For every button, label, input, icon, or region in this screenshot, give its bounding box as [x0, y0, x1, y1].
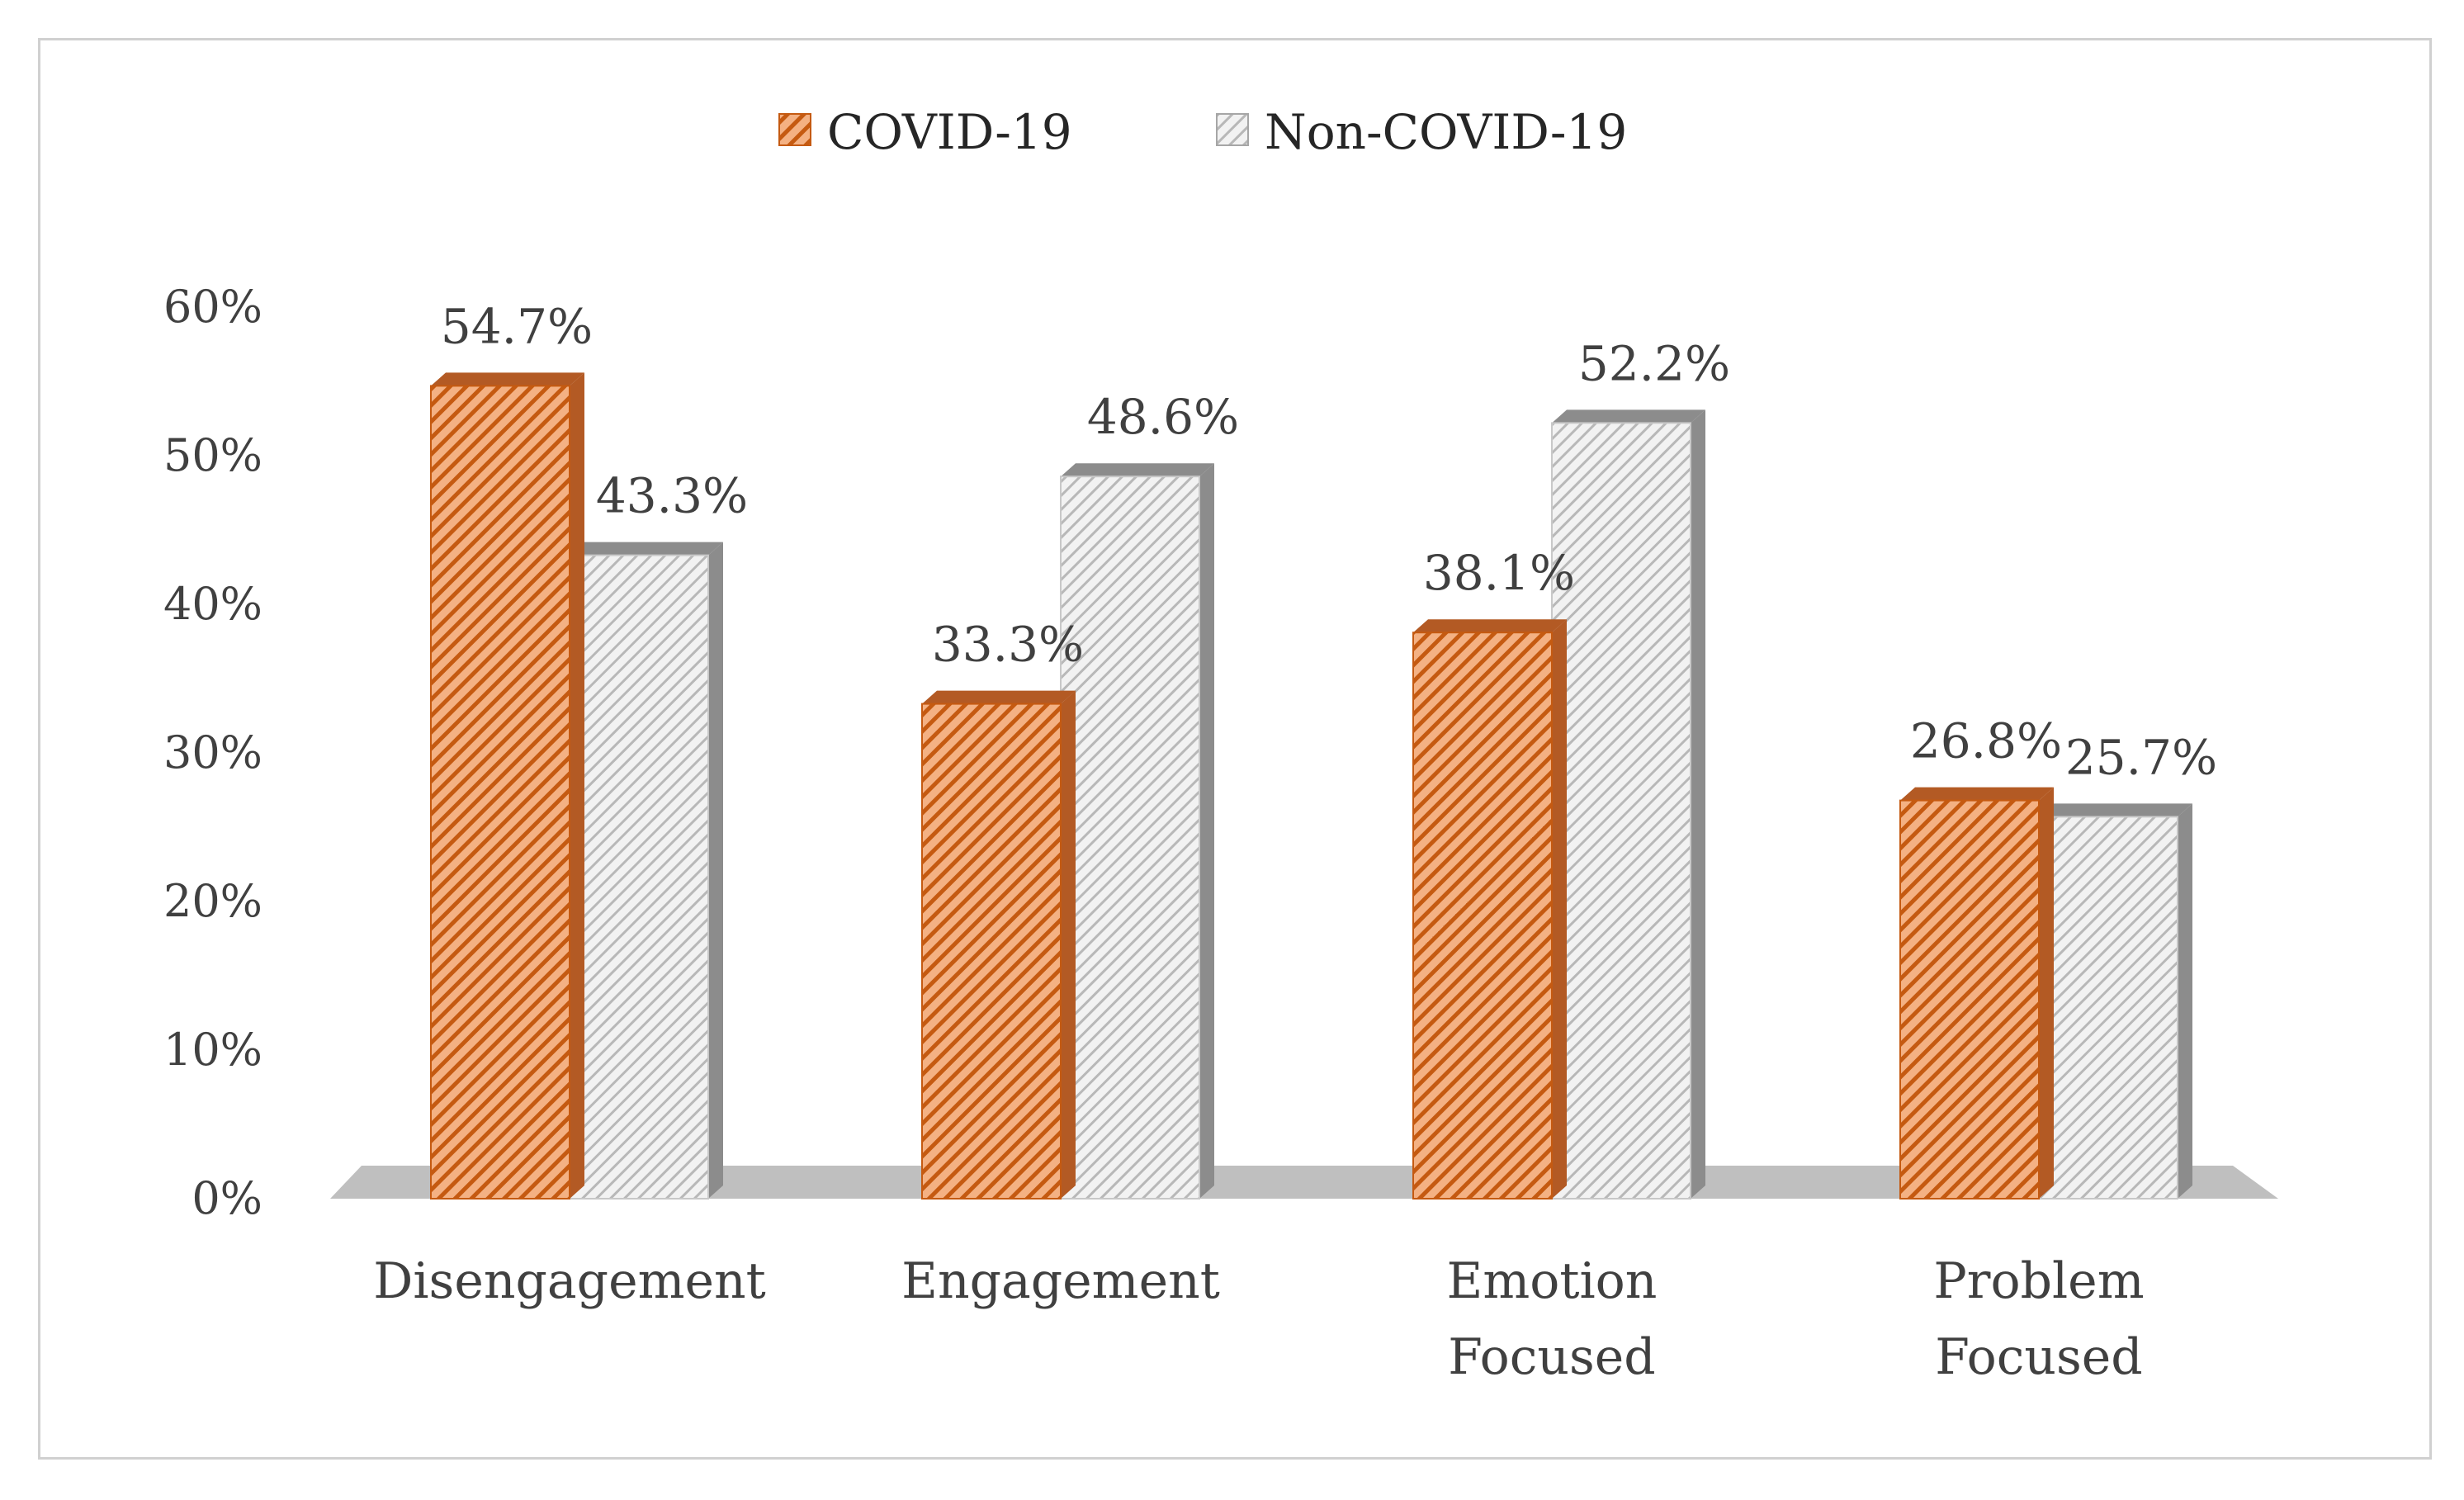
bar-front-noncovid	[1060, 476, 1200, 1200]
value-label-covid: 38.1%	[1423, 545, 1575, 601]
value-label-noncovid: 43.3%	[596, 468, 748, 524]
bar-side-noncovid	[1691, 409, 1705, 1199]
bar-side-noncovid	[2178, 803, 2192, 1199]
legend: COVID-19 Non-COVID-19	[778, 104, 1627, 160]
bar-noncovid-1	[1060, 463, 1214, 1200]
legend-item-noncovid: Non-COVID-19	[1216, 104, 1627, 160]
bar-covid-2	[1412, 619, 1567, 1200]
bar-covid-0	[430, 372, 584, 1200]
data-labels: 43.3% 54.7% 48.6% 33.3% 52.2% 38.1% 25.7%26.8%	[441, 298, 2217, 785]
value-label-noncovid: 25.7%	[2065, 729, 2217, 785]
legend-item-covid: COVID-19	[778, 104, 1072, 160]
bar-front-covid	[430, 385, 570, 1200]
bar-covid-1	[921, 690, 1076, 1200]
y-tick-label: 30%	[163, 726, 262, 778]
bar-side-covid	[1552, 619, 1567, 1199]
bar-side-covid	[1061, 690, 1076, 1199]
bar-noncovid-0	[569, 542, 723, 1200]
y-tick-label: 60%	[163, 281, 262, 333]
bar-noncovid-2	[1551, 409, 1705, 1200]
bar-top-noncovid	[1552, 409, 1705, 424]
value-label-covid: 26.8%	[1910, 713, 2062, 769]
bar-front-noncovid	[1551, 422, 1691, 1200]
bar-side-covid	[2039, 787, 2054, 1199]
chart-frame	[38, 38, 2432, 1460]
y-tick-label: 40%	[163, 578, 262, 630]
legend-swatch-covid	[778, 113, 811, 146]
x-category-label: Emotion Focused	[1447, 1252, 1658, 1386]
y-tick-label: 10%	[163, 1024, 262, 1076]
x-category-label: Engagement	[901, 1252, 1220, 1310]
bars	[430, 372, 2192, 1200]
bar-front-covid	[921, 703, 1062, 1200]
bar-side-noncovid	[708, 542, 723, 1199]
value-label-noncovid: 48.6%	[1087, 389, 1239, 445]
bar-top-covid	[431, 372, 584, 386]
bar-side-covid	[570, 372, 584, 1199]
bar-top-noncovid	[570, 542, 723, 556]
chart-floor	[330, 1166, 2278, 1199]
x-axis: Disengagement Engagement Emotion Focused Pro…	[373, 1252, 2144, 1386]
value-label-covid: 54.7%	[441, 298, 593, 354]
bar-top-covid	[922, 690, 1076, 704]
x-category-label: Problem Focused	[1933, 1252, 2144, 1386]
bar-covid-3	[1899, 787, 2054, 1200]
bar-front-noncovid	[569, 554, 709, 1200]
y-tick-label: 50%	[163, 429, 262, 481]
y-tick-label: 20%	[163, 875, 262, 927]
x-category-label: Disengagement	[373, 1252, 766, 1310]
bar-noncovid-3	[2038, 803, 2192, 1200]
bar-top-noncovid	[2039, 803, 2192, 817]
legend-label-noncovid: Non-COVID-19	[1265, 104, 1627, 160]
value-label-noncovid: 52.2%	[1578, 335, 1730, 391]
value-label-covid: 33.3%	[932, 617, 1084, 673]
bar-top-noncovid	[1061, 463, 1214, 477]
bar-side-noncovid	[1199, 463, 1214, 1199]
bar-top-covid	[1413, 619, 1567, 633]
bar-front-covid	[1899, 799, 2040, 1200]
y-tick-label: 0%	[192, 1172, 262, 1224]
legend-swatch-noncovid	[1216, 113, 1249, 146]
y-axis: 0% 10% 20% 30% 40% 50% 60%	[163, 281, 262, 1224]
bar-front-noncovid	[2038, 816, 2178, 1200]
bar-front-covid	[1412, 632, 1553, 1200]
legend-label-covid: COVID-19	[827, 104, 1072, 160]
bar-top-covid	[1900, 787, 2054, 801]
